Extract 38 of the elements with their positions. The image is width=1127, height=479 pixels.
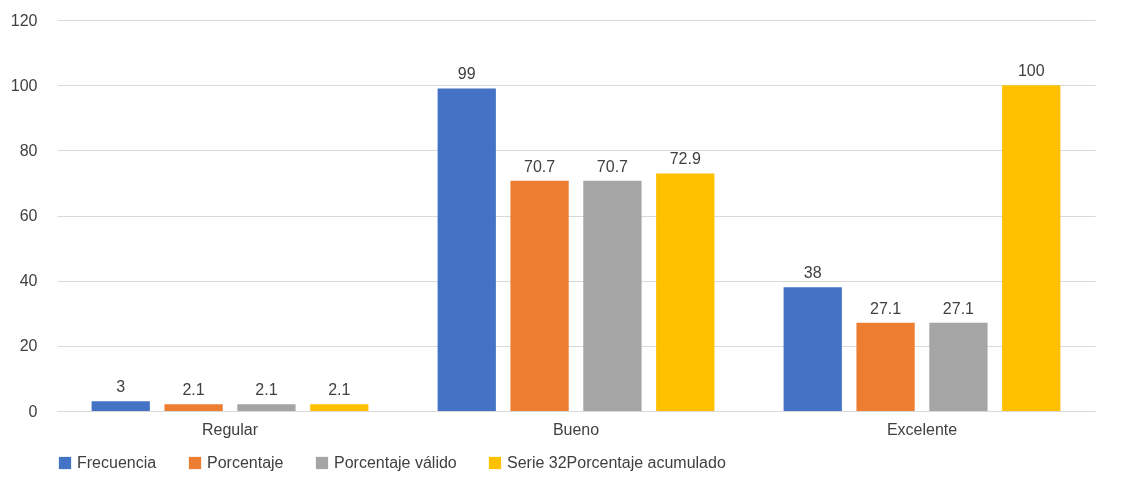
x-tick-label: Excelente [886, 420, 958, 438]
bar [856, 322, 915, 411]
y-tick-label: 120 [10, 11, 38, 29]
legend-label: Porcentaje válido [334, 454, 457, 471]
legend-label: Frecuencia [77, 454, 157, 471]
bar [1002, 85, 1061, 411]
y-tick-label: 40 [19, 272, 38, 290]
bar [510, 180, 569, 411]
data-label: 70.7 [524, 157, 556, 175]
bar [310, 404, 369, 411]
x-tick-label: Regular [201, 420, 259, 438]
data-label: 70.7 [596, 157, 629, 175]
y-tick-label: 0 [28, 402, 38, 420]
data-label: 38 [803, 264, 822, 282]
data-label: 3 [116, 378, 126, 396]
bar [91, 401, 150, 411]
bar [783, 287, 842, 411]
legend-label: Serie 32Porcentaje acumulado [507, 454, 726, 471]
data-label: 2.1 [182, 381, 205, 399]
y-tick-label: 60 [19, 207, 38, 224]
data-label: 72.9 [669, 150, 701, 168]
bar [437, 88, 496, 411]
bar [164, 404, 223, 411]
legend-label: Porcentaje [207, 454, 284, 471]
data-label: 27.1 [870, 299, 902, 317]
bar [656, 173, 715, 411]
data-label: 99 [457, 65, 476, 83]
y-tick-label: 100 [10, 76, 38, 94]
bar [583, 180, 642, 411]
data-label: 2.1 [255, 381, 278, 399]
data-label: 100 [1017, 62, 1045, 80]
x-tick-label: Bueno [552, 420, 600, 438]
bar [237, 404, 296, 411]
y-tick-label: 20 [19, 337, 38, 355]
bar [929, 322, 988, 411]
y-tick-label: 80 [19, 141, 38, 159]
data-label: 27.1 [942, 299, 975, 317]
data-label: 2.1 [328, 381, 351, 399]
